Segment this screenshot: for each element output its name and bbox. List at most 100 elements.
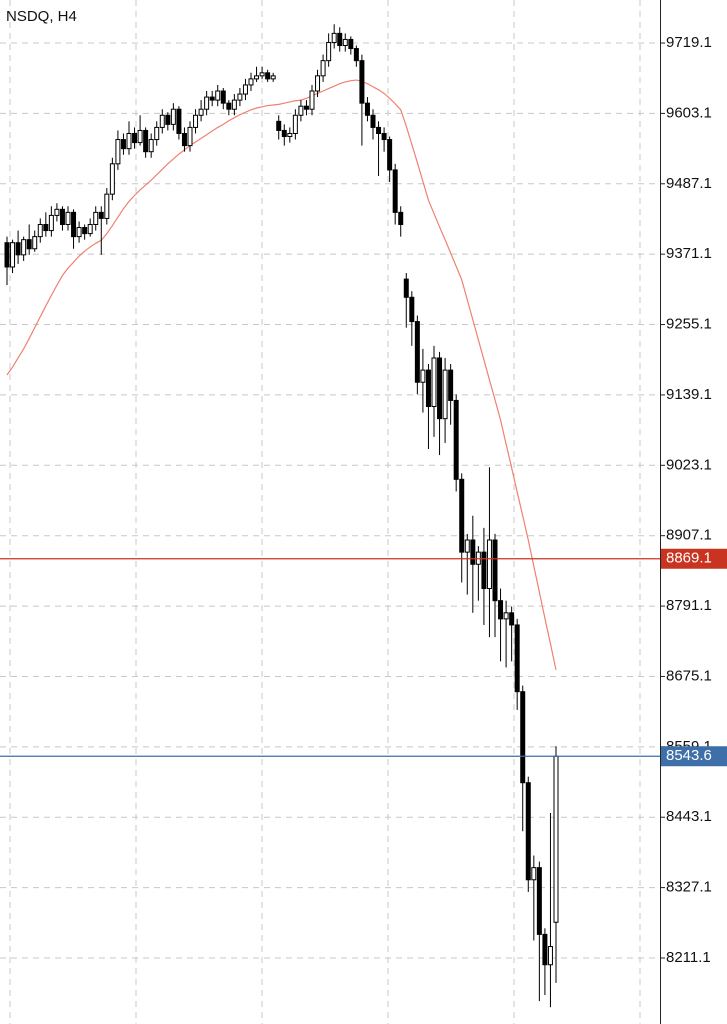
candle-body <box>281 129 287 138</box>
candle-body <box>403 278 409 298</box>
candle-body <box>547 946 553 966</box>
candle-body <box>48 214 54 232</box>
candle-body <box>287 132 293 138</box>
candle-body <box>331 32 337 43</box>
candle-body <box>553 755 559 923</box>
candle-body <box>486 539 492 590</box>
candle-body <box>353 48 359 62</box>
price-label: 8543.6 <box>666 747 712 764</box>
candle-body <box>381 132 387 141</box>
candle-body <box>376 126 382 134</box>
candle-body <box>32 236 38 250</box>
candle-body <box>104 193 110 219</box>
y-tick-label: 8443.1 <box>666 808 712 825</box>
y-tick-label: 9371.1 <box>666 245 712 262</box>
candle-body <box>531 867 537 881</box>
candle-body <box>409 296 415 323</box>
candle-body <box>137 129 143 144</box>
candle-body <box>226 102 232 110</box>
candle-body <box>37 223 43 238</box>
price-label-box <box>661 746 727 767</box>
candle-body <box>498 600 504 620</box>
candle-body <box>348 38 354 50</box>
y-tick-label: 8675.1 <box>666 667 712 684</box>
candle-body <box>82 227 88 235</box>
candle-body <box>442 369 448 420</box>
y-tick-label: 9139.1 <box>666 386 712 403</box>
y-tick-label: 9487.1 <box>666 175 712 192</box>
candle-body <box>514 624 520 693</box>
candle-body <box>303 105 309 110</box>
candle-body <box>54 208 60 216</box>
candle-body <box>71 211 77 238</box>
candle-body <box>337 32 343 47</box>
candle-body <box>65 211 71 225</box>
candle-body <box>370 114 376 128</box>
candle-body <box>176 108 182 134</box>
candle-body <box>437 357 443 420</box>
candle-body <box>126 132 132 150</box>
candle-body <box>220 90 226 104</box>
candle-body <box>237 93 243 101</box>
candle-body <box>132 132 138 144</box>
y-tick-label: 9255.1 <box>666 316 712 333</box>
candle-body <box>248 78 254 86</box>
candle-body <box>87 223 93 235</box>
candle-body <box>109 163 115 195</box>
candle-body <box>453 399 459 480</box>
candle-body <box>359 60 365 104</box>
candle-body <box>448 369 454 401</box>
candle-body <box>159 114 165 128</box>
candle-body <box>93 211 99 225</box>
candle-body <box>265 72 271 80</box>
candle-body <box>492 539 498 602</box>
candle-body <box>10 242 16 268</box>
candle-body <box>525 782 531 881</box>
candle-body <box>320 60 326 77</box>
candle-body <box>542 933 548 966</box>
candle-body <box>198 108 204 116</box>
candle-body <box>170 108 176 125</box>
price-label-box <box>661 548 727 569</box>
candle-body <box>364 102 370 116</box>
candle-body <box>204 96 210 110</box>
candle-body <box>420 369 426 383</box>
candle-body <box>470 539 476 565</box>
candle-body <box>536 867 542 935</box>
candle-body <box>509 612 515 626</box>
candle-body <box>292 114 298 134</box>
candle-body <box>520 691 526 784</box>
candle-body <box>209 96 215 101</box>
candle-body <box>15 242 21 256</box>
candle-body <box>154 126 160 141</box>
candle-body <box>98 211 104 219</box>
candle-body <box>165 114 171 125</box>
chart-title: NSDQ, H4 <box>6 8 77 25</box>
candle-body <box>193 114 199 128</box>
candle-body <box>215 90 221 101</box>
candle-body <box>120 139 126 150</box>
y-tick-label: 9023.1 <box>666 456 712 473</box>
candle-body <box>298 105 304 116</box>
candle-body <box>26 239 32 250</box>
candle-body <box>464 539 470 553</box>
candle-body <box>148 139 154 153</box>
candle-body <box>115 139 121 165</box>
candle-body <box>326 41 332 62</box>
candle-body <box>270 75 276 80</box>
candle-body <box>4 242 10 268</box>
candle-body <box>76 227 82 238</box>
candle-body <box>387 139 393 171</box>
candle-body <box>459 478 465 553</box>
candle-body <box>431 357 437 408</box>
candle-body <box>414 321 420 383</box>
y-tick-label: 8907.1 <box>666 527 712 544</box>
candle-body <box>503 612 509 620</box>
candle-body <box>425 369 431 408</box>
candle-body <box>398 211 404 225</box>
candle-body <box>181 132 187 147</box>
candle-body <box>254 75 260 80</box>
y-tick-label: 8211.1 <box>666 949 711 966</box>
candle-body <box>392 169 398 213</box>
